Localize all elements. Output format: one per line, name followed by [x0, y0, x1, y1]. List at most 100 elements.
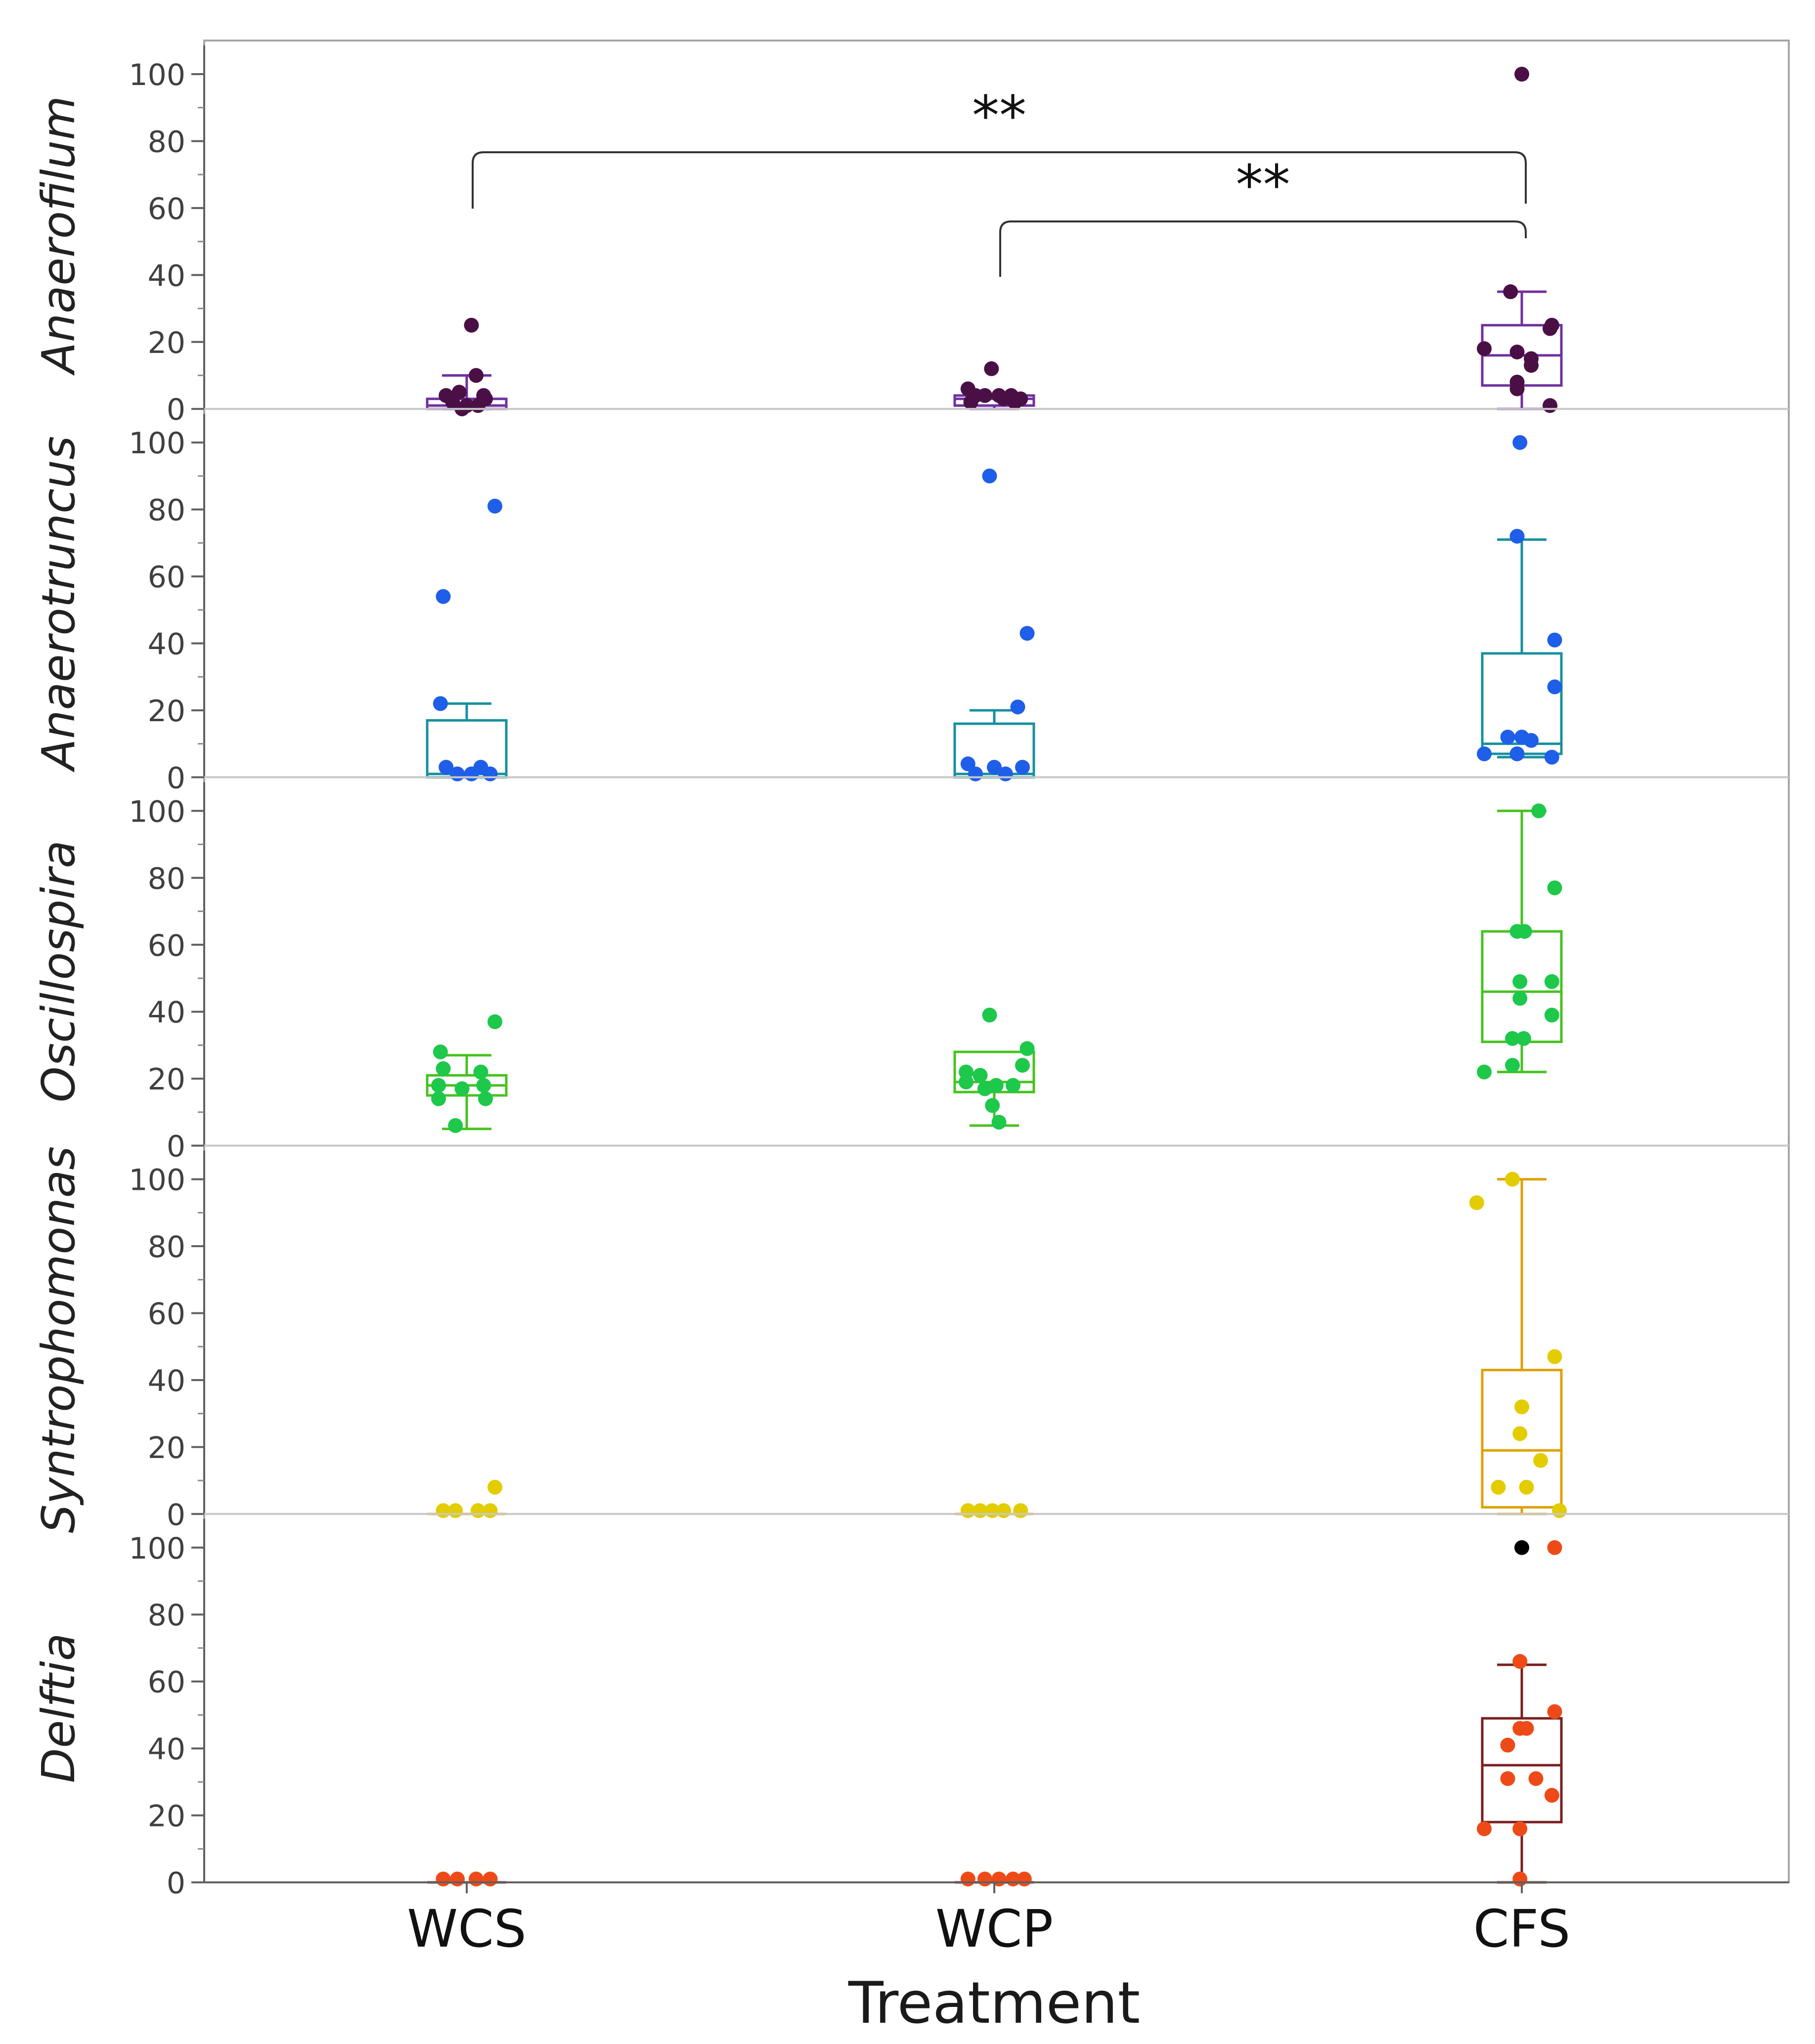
group-cfs [1477, 803, 1563, 1080]
x-tick-label-wcp: WCP [935, 1899, 1053, 1959]
y-tick-label: 40 [148, 259, 185, 293]
data-point [996, 1503, 1011, 1519]
data-point [464, 317, 479, 333]
y-tick-label: 60 [148, 560, 185, 595]
data-point [433, 696, 448, 711]
data-point [985, 1098, 1000, 1113]
data-point [483, 766, 498, 782]
significance-bracket: ** [999, 153, 1527, 277]
panel-syntrophomonas: 0 20 40 60 80 100 Syntrophomonas [32, 1144, 1789, 1533]
data-point [1512, 1871, 1528, 1887]
y-tick-label: 20 [148, 326, 185, 360]
y-tick-label: 100 [129, 426, 185, 461]
panel-ylabel: Oscillospira [32, 840, 85, 1102]
y-tick-label: 40 [148, 996, 185, 1030]
data-point [1019, 1041, 1035, 1056]
data-point [469, 368, 484, 383]
data-point [963, 394, 978, 410]
data-point [476, 1078, 491, 1093]
data-point [1500, 730, 1515, 745]
data-point [1547, 632, 1562, 648]
y-tick-label: 0 [167, 1130, 185, 1164]
y-tick-label: 100 [129, 1531, 185, 1566]
data-point [1469, 1195, 1484, 1211]
data-point [1543, 321, 1557, 336]
data-point [1019, 626, 1035, 641]
data-point [1505, 1172, 1520, 1187]
data-point [1547, 1349, 1562, 1364]
data-point [454, 1081, 470, 1096]
data-point [1010, 699, 1025, 715]
data-point [1500, 1771, 1515, 1786]
data-point [487, 1479, 502, 1495]
data-point [1007, 394, 1022, 410]
data-point [469, 1871, 484, 1887]
data-point [1547, 679, 1562, 695]
significance-label: ** [972, 84, 1026, 147]
data-point [436, 1871, 451, 1887]
group-cfs [1477, 435, 1563, 765]
y-tick-label: 100 [129, 58, 185, 92]
panel-anaerofilum: 0 20 40 60 80 100 Anaerofilum ** ** [32, 45, 1563, 427]
data-point [968, 766, 983, 782]
data-point [1491, 1479, 1506, 1495]
data-point [1006, 1078, 1020, 1093]
data-point [431, 1078, 446, 1093]
data-point [1547, 880, 1562, 896]
data-point [1544, 1787, 1559, 1803]
panel-anaerotruncus: 0 20 40 60 80 100 Anaerotruncus [32, 408, 1789, 795]
data-point [991, 1115, 1007, 1130]
data-point [1533, 1453, 1548, 1468]
data-point [431, 1091, 446, 1106]
data-point [464, 766, 479, 782]
data-point [436, 589, 451, 604]
group-wcs [426, 1014, 508, 1133]
bracket-line [999, 220, 1527, 277]
data-point [1517, 924, 1532, 939]
y-tick-label: 60 [148, 1665, 185, 1700]
group-wcp [953, 361, 1035, 410]
x-tick-label-cfs: CFS [1473, 1899, 1571, 1959]
data-point [982, 1007, 997, 1023]
y-tick-label: 80 [148, 1230, 185, 1264]
y-tick-label: 0 [167, 1498, 185, 1532]
box-iqr [1481, 1369, 1563, 1509]
data-point [1477, 1821, 1492, 1836]
data-point [984, 361, 999, 376]
y-tick-label: 80 [148, 1598, 185, 1633]
data-point [977, 1081, 992, 1096]
y-tick-label: 80 [148, 862, 185, 896]
data-point [1015, 1058, 1030, 1073]
data-point [487, 1014, 502, 1030]
data-point [1519, 1479, 1534, 1495]
significance-bracket: ** [472, 84, 1527, 209]
y-tick-label: 80 [148, 125, 185, 159]
y-tick-label: 60 [148, 192, 185, 226]
data-point [487, 498, 502, 514]
data-point [988, 1078, 1004, 1093]
y-tick-label: 80 [148, 493, 185, 528]
data-point [1524, 733, 1539, 748]
panel-ylabel: Delftia [32, 1633, 85, 1783]
data-point [436, 1061, 451, 1076]
group-wcp [953, 1007, 1035, 1130]
group-wcp [955, 1503, 1034, 1519]
data-point [1552, 1503, 1567, 1519]
data-point [1519, 1721, 1534, 1736]
data-point [1512, 991, 1528, 1006]
x-axis-title: Treatment [848, 1970, 1140, 2037]
data-point [1509, 528, 1525, 544]
panel-oscillospira: 0 20 40 60 80 100 Oscillospira [32, 776, 1789, 1164]
data-point [450, 766, 465, 782]
data-point [433, 1044, 448, 1059]
data-point [987, 760, 1002, 775]
data-point [483, 1871, 498, 1887]
data-point [977, 388, 992, 403]
data-point [450, 1871, 465, 1887]
data-point [1512, 435, 1528, 450]
y-tick-label: 100 [129, 794, 185, 829]
data-point [1509, 746, 1525, 761]
data-point [1544, 974, 1559, 989]
data-point [1514, 1540, 1529, 1555]
data-point [1547, 1540, 1562, 1555]
